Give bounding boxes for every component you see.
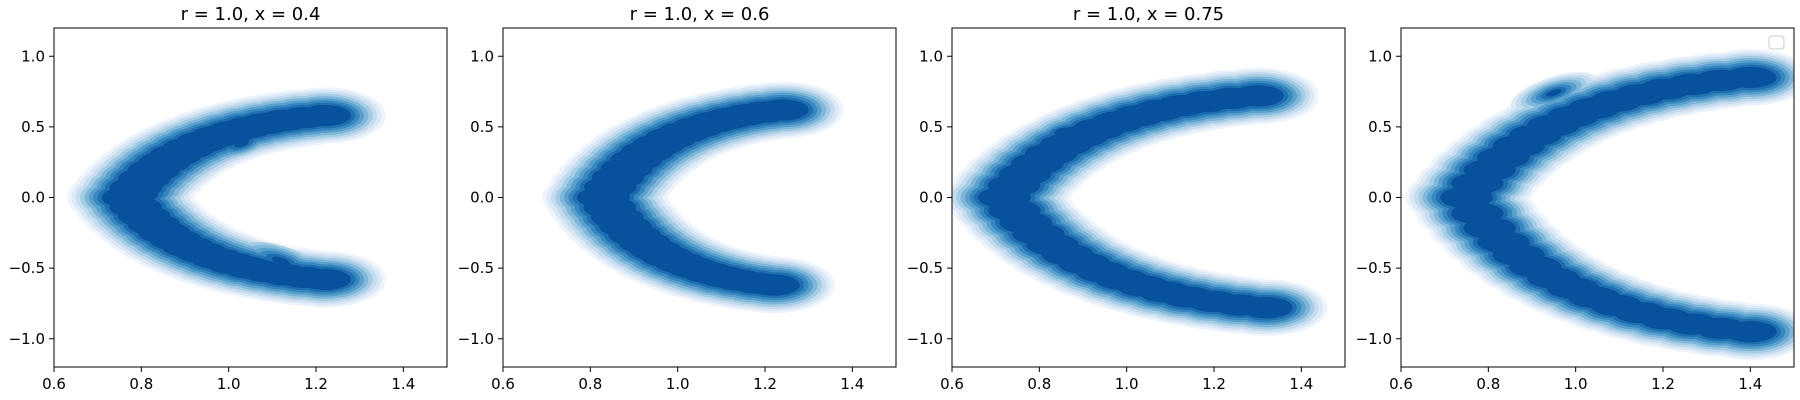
subplot-3: 0.6 0.8 1.0 1.2 1.4 −1.0 −0.5 0.0 0.5 1.0 r = 1.0,… <box>907 4 1346 393</box>
y-tick-label: 0.0 <box>21 189 45 207</box>
density-peak <box>141 193 159 202</box>
density-contours <box>1405 49 1794 360</box>
density-peak <box>1053 127 1069 135</box>
x-tick-label: 1.4 <box>1289 375 1313 393</box>
y-tick-label: 1.0 <box>21 47 45 65</box>
x-tick-label: 0.8 <box>129 375 153 393</box>
x-tick-label: 1.4 <box>840 375 864 393</box>
y-tick-label: 0.0 <box>919 189 943 207</box>
y-tick-label: 1.0 <box>919 47 943 65</box>
y-tick-label: −1.0 <box>1356 330 1392 348</box>
x-tick-label: 0.6 <box>1389 375 1413 393</box>
y-tick-label: 0.5 <box>470 118 494 136</box>
y-tick-label: −0.5 <box>907 259 943 277</box>
subplot-1: 0.6 0.8 1.0 1.2 1.4 −1.0 −0.5 0.0 0.5 1.0 r = 1.0,… <box>9 4 448 393</box>
contour-blob <box>747 274 800 296</box>
x-tick-label: 0.8 <box>578 375 602 393</box>
x-tick-label: 1.2 <box>1202 375 1226 393</box>
subplot-title: r = 1.0, x = 0.75 <box>1073 4 1224 25</box>
subplot-title: r = 1.0, x = 0.4 <box>181 4 321 25</box>
x-tick-label: 0.6 <box>491 375 515 393</box>
x-tick-label: 1.0 <box>1115 375 1139 393</box>
x-tick-label: 1.0 <box>1564 375 1588 393</box>
y-tick-label: −1.0 <box>9 330 45 348</box>
contour-level-9 <box>1440 66 1777 343</box>
density-peak <box>271 256 291 266</box>
subplot-4: 0.6 0.8 1.0 1.2 1.4 −1.0 −0.5 0.0 0.5 1.0 <box>1356 27 1795 393</box>
contour-level-9 <box>978 85 1293 319</box>
x-tick-label: 1.4 <box>1738 375 1762 393</box>
x-tick-label: 1.2 <box>1651 375 1675 393</box>
subplot-2: 0.6 0.8 1.0 1.2 1.4 −1.0 −0.5 0.0 0.5 1.0 r = 1.0,… <box>458 4 897 393</box>
contour-blob <box>1240 297 1293 319</box>
density-peak <box>1546 89 1562 97</box>
x-tick-label: 0.8 <box>1027 375 1051 393</box>
contour-level-9 <box>102 104 351 291</box>
legend-box <box>1768 35 1785 50</box>
density-peak <box>234 140 250 148</box>
density-peak <box>631 236 646 244</box>
density-peak <box>1066 247 1082 255</box>
y-tick-label: 0.5 <box>1368 118 1392 136</box>
x-tick-label: 1.0 <box>666 375 690 393</box>
x-tick-label: 1.0 <box>217 375 241 393</box>
x-tick-label: 1.4 <box>391 375 415 393</box>
density-contours <box>67 87 386 308</box>
y-tick-label: 1.0 <box>1368 47 1392 65</box>
contour-blob <box>1724 66 1777 89</box>
y-tick-label: −1.0 <box>907 330 943 348</box>
y-tick-label: −0.5 <box>9 259 45 277</box>
y-tick-label: 0.5 <box>919 118 943 136</box>
density-peak <box>1594 307 1610 314</box>
y-tick-label: 0.5 <box>21 118 45 136</box>
x-tick-label: 1.2 <box>753 375 777 393</box>
x-tick-label: 1.2 <box>304 375 328 393</box>
x-tick-label: 0.8 <box>1476 375 1500 393</box>
density-peak <box>712 271 730 280</box>
contour-blob <box>1231 85 1284 107</box>
y-tick-label: −0.5 <box>1356 259 1392 277</box>
y-tick-label: 0.0 <box>470 189 494 207</box>
subplot-title: r = 1.0, x = 0.6 <box>630 4 770 25</box>
density-contours <box>542 81 844 314</box>
density-peak <box>748 108 765 117</box>
y-tick-label: 1.0 <box>470 47 494 65</box>
contour-blob <box>298 104 351 127</box>
x-tick-label: 0.6 <box>940 375 964 393</box>
density-contours <box>952 67 1328 336</box>
contour-level-9 <box>577 99 809 296</box>
contour-blob <box>756 99 809 121</box>
y-tick-label: 0.0 <box>1368 189 1392 207</box>
y-tick-label: −1.0 <box>458 330 494 348</box>
y-tick-label: −0.5 <box>458 259 494 277</box>
contour-blob <box>1724 321 1777 343</box>
density-peak <box>1140 275 1157 284</box>
contour-blob <box>298 268 351 291</box>
x-tick-label: 0.6 <box>42 375 66 393</box>
